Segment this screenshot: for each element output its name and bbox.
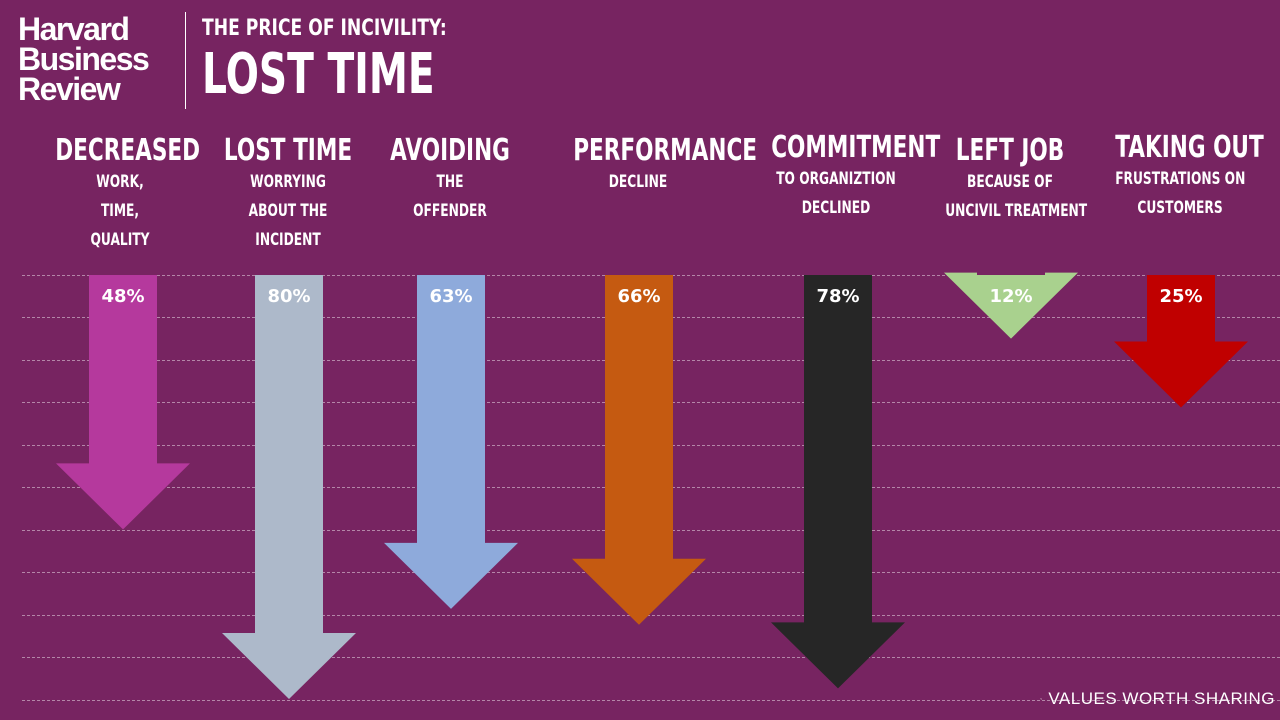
logo-line: Business	[18, 41, 150, 77]
arrow-bar	[944, 272, 1078, 339]
data-label: 80%	[267, 286, 310, 307]
gridline	[22, 700, 1280, 701]
category-subtext: BECAUSE OF	[967, 172, 1053, 192]
arrow-bar	[56, 275, 190, 530]
category-header: PERFORMANCE DECLINE	[548, 134, 757, 197]
data-label: 25%	[1159, 286, 1202, 307]
logo-divider	[185, 12, 186, 109]
logo-line: Harvard	[18, 11, 130, 47]
logo-line: Review	[18, 71, 121, 107]
values-worth-sharing-brand: VALUES WORTH SHARING	[1040, 686, 1275, 712]
title-line-1: THE PRICE OF INCIVILITY:	[202, 16, 447, 41]
arrow-bar	[222, 275, 356, 699]
category-heading: LOST TIME	[223, 133, 353, 168]
arrow-bar	[771, 275, 905, 689]
gridline	[22, 657, 1280, 658]
category-heading: TAKING OUT	[1115, 130, 1264, 165]
category-header: COMMITMENT TO ORGANIZTION DECLINED	[746, 131, 940, 223]
gridline	[22, 615, 1280, 616]
hbr-logo: Harvard Business Review	[18, 11, 150, 107]
category-subtext: WORRYING	[250, 172, 326, 192]
vws-logo-icon	[1040, 698, 1043, 700]
arrow-bar	[384, 275, 518, 609]
arrow-bar	[572, 275, 706, 625]
category-subtext: QUALITY	[90, 230, 150, 250]
data-label: 66%	[617, 286, 660, 307]
category-heading: DECREASED	[55, 133, 201, 168]
category-subtext: TO ORGANIZTION	[776, 169, 896, 189]
category-subtext: TIME,	[100, 201, 140, 221]
category-header: DECREASED WORK, TIME, QUALITY	[30, 134, 210, 255]
category-header: AVOIDING THE OFFENDER	[360, 134, 540, 226]
category-subtext: DECLINED	[801, 198, 871, 218]
category-subtext: THE	[436, 172, 464, 192]
brand-text: VALUES WORTH SHARING	[1048, 689, 1275, 708]
category-subtext: ABOUT THE	[248, 201, 328, 221]
category-header: TAKING OUT FRUSTRATIONS ON CUSTOMERS	[1090, 131, 1270, 223]
category-heading: LEFT JOB	[955, 133, 1065, 168]
category-header: LEFT JOB BECAUSE OF UNCIVIL TREATMENT	[920, 134, 1100, 226]
category-subtext: OFFENDER	[413, 201, 487, 221]
arrow-bar	[1114, 275, 1248, 408]
category-subtext: INCIDENT	[255, 230, 321, 250]
data-label: 48%	[101, 286, 144, 307]
category-subtext: FRUSTRATIONS ON	[1115, 169, 1246, 189]
category-subtext: CUSTOMERS	[1137, 198, 1223, 218]
category-headers: DECREASED WORK, TIME, QUALITY LOST TIME …	[0, 0, 1280, 270]
category-header: LOST TIME WORRYING ABOUT THE INCIDENT	[198, 134, 378, 255]
category-subtext: UNCIVIL TREATMENT	[945, 201, 1088, 221]
data-label: 78%	[816, 286, 859, 307]
category-subtext: DECLINE	[608, 172, 668, 192]
data-label: 12%	[989, 286, 1032, 307]
page-title: LOST TIME	[202, 42, 435, 107]
category-heading: AVOIDING	[390, 133, 510, 168]
data-label: 63%	[429, 286, 472, 307]
category-subtext: WORK,	[96, 172, 144, 192]
